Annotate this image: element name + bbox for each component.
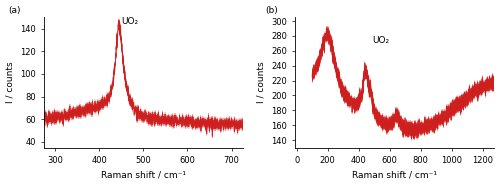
Y-axis label: I / counts: I / counts <box>6 62 15 103</box>
Y-axis label: I / counts: I / counts <box>256 62 266 103</box>
X-axis label: Raman shift / cm⁻¹: Raman shift / cm⁻¹ <box>352 170 437 179</box>
Text: UO₂: UO₂ <box>372 36 390 45</box>
X-axis label: Raman shift / cm⁻¹: Raman shift / cm⁻¹ <box>101 170 186 179</box>
Text: (a): (a) <box>8 6 21 15</box>
Text: (b): (b) <box>266 6 278 15</box>
Text: UO₂: UO₂ <box>122 17 138 26</box>
